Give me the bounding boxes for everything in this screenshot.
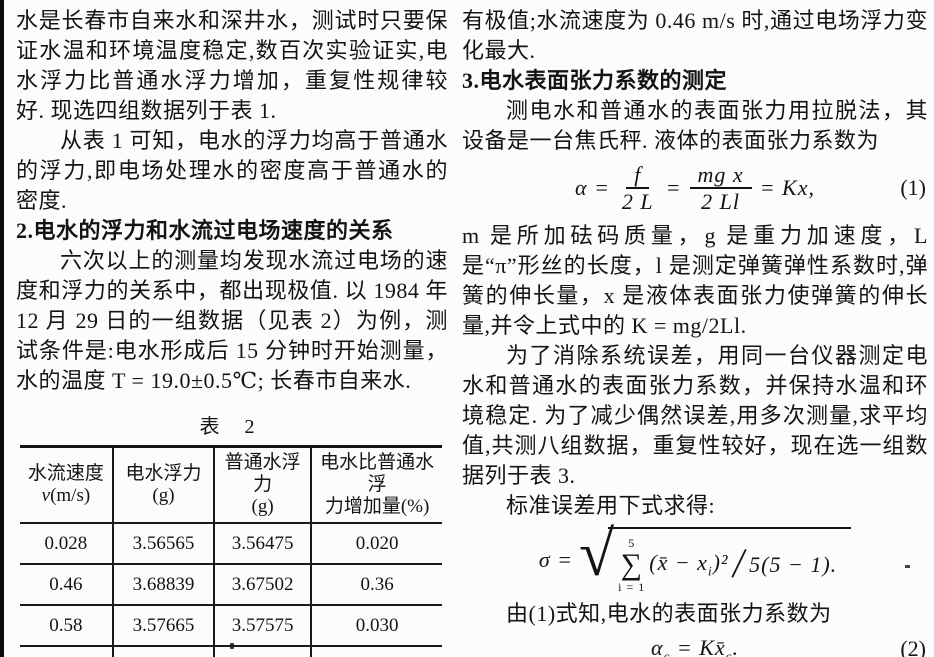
paragraph-water-source: 水是长春市自来水和深井水，测试时只要保证水温和环境温度稳定,数百次实验证实,电水… <box>16 8 448 123</box>
scan-speck <box>905 565 910 568</box>
header-unit: (g) <box>251 496 274 517</box>
eq2-subscript-c: c <box>725 647 733 657</box>
header-text: 电水浮力 <box>125 463 202 484</box>
sum-sign: ∑ <box>620 547 643 581</box>
fraction-numerator: mg x <box>689 162 752 190</box>
cell-nw-buoyancy: 3.56475 <box>213 522 312 564</box>
paragraph-eq1-reference: 由(1)式知,电水的表面张力系数为 <box>506 600 832 626</box>
header-text: 水流速度 <box>27 463 104 484</box>
fraction-numerator: f <box>626 162 650 190</box>
eq2-alpha: α <box>651 634 664 657</box>
radical-sign: √ <box>579 517 616 589</box>
sum-lower-limit: i = 1 <box>618 579 646 594</box>
left-column: 水是长春市自来水和深井水，测试时只要保证水温和环境温度稳定,数百次实验证实,电水… <box>16 6 448 657</box>
paragraph-symbol-definitions: m 是所加砝码质量，g 是重力加速度，L 是“π”形丝的长度，l 是测定弹簧弹性… <box>462 222 928 338</box>
header-text: 电水比普通水浮 <box>320 452 435 495</box>
sigma-lhs: σ = <box>538 546 574 572</box>
eq2-expression: αc = Kx̄c. <box>651 635 739 657</box>
cell-ew-buoyancy: 3.68839 <box>111 563 215 605</box>
header-variable: v <box>41 485 51 506</box>
eq1-fraction-2: mg x 2 Ll <box>689 162 752 215</box>
cell-nw-buoyancy: 3.67502 <box>213 563 312 605</box>
term-close: )² <box>712 549 729 575</box>
paragraph-standard-error-intro: 标准误差用下式求得: <box>506 492 716 518</box>
equation-1-number: (1) <box>900 175 926 201</box>
cell-ew-buoyancy: 3.57492 <box>111 645 215 657</box>
header-text: 力增加量(%) <box>324 496 430 517</box>
scan-edge-artifact <box>0 0 4 657</box>
eq1-rhs: = Kx, <box>759 175 815 201</box>
cell-ew-buoyancy: 3.56565 <box>111 522 215 564</box>
header-unit: (g) <box>152 485 175 506</box>
cell-ew-buoyancy: 3.57665 <box>111 604 215 646</box>
division-slash: / <box>729 540 749 587</box>
cell-increase: 0.36 <box>310 563 442 605</box>
header-electric-water-buoyancy: 电水浮力 (g) <box>111 446 215 524</box>
sigma-denominator: 5(5 − 1). <box>749 551 838 577</box>
paragraph-table1-conclusion: 从表 1 可知，电水的浮力均高于普通水的浮力,即电场处理水的密度高于普通水的密度… <box>16 128 448 213</box>
equation-2: αc = Kx̄c. (2) <box>462 635 928 657</box>
section-heading-3: 3.电水表面张力系数的测定 <box>462 68 728 93</box>
cell-velocity: 0.46 <box>20 563 113 605</box>
table-row: 0.46 3.68839 3.67502 0.36 <box>20 563 442 605</box>
table-header-row: 水流速度 v(m/s) 电水浮力 (g) 普通水浮力 (g) 电水比普通水浮 力… <box>20 446 442 524</box>
header-flow-velocity: 水流速度 v(m/s) <box>20 446 113 524</box>
sigma-term: (x̄ − xi)² <box>649 550 728 579</box>
eq1-lhs: α <box>575 175 588 201</box>
summation: 5 ∑ i = 1 <box>618 537 645 593</box>
radical: √ 5 ∑ i = 1 (x̄ − xi)² / 5(5 − 1). <box>579 517 852 593</box>
header-unit: (m/s) <box>50 485 91 506</box>
term-open: (x̄ − x <box>649 549 708 575</box>
eq2-subscript-c: c <box>663 647 671 657</box>
table-row: 0.58 3.57665 3.57575 0.030 <box>20 604 442 646</box>
equation-sigma: σ = √ 5 ∑ i = 1 (x̄ − xi)² / 5(5 − 1). <box>462 517 928 593</box>
cell-increase: 0.020 <box>310 522 442 564</box>
table-row: 0.028 3.56565 3.56475 0.020 <box>20 522 442 564</box>
radicand: 5 ∑ i = 1 (x̄ − xi)² / 5(5 − 1). <box>608 526 852 593</box>
paragraph-extreme-value: 有极值;水流速度为 0.46 m/s 时,通过电场浮力变化最大. <box>462 8 928 63</box>
right-column: 有极值;水流速度为 0.46 m/s 时,通过电场浮力变化最大. 3.电水表面张… <box>462 6 928 657</box>
paragraph-measurement-conditions: 六次以上的测量均发现水流过电场的速度和浮力的关系中，都出现极值. 以 1984 … <box>16 248 448 393</box>
paragraph-error-elimination: 为了消除系统误差，用同一台仪器测定电水和普通水的表面张力系数，并保持水温和环境稳… <box>462 342 928 488</box>
eq2-rhs: = Kx̄ <box>670 634 726 657</box>
equation-1: α = f 2 L = mg x 2 Ll = Kx, (1) <box>462 162 928 215</box>
equation-2-number: (2) <box>900 636 926 657</box>
header-text: 普通水浮力 <box>224 452 301 495</box>
section-heading-2: 2.电水的浮力和水流过电场速度的关系 <box>16 218 394 243</box>
cell-velocity: 0.70 <box>20 645 113 657</box>
eq1-fraction-1: f 2 L <box>618 162 658 215</box>
table-2-caption: 表 2 <box>199 416 265 438</box>
paragraph-pull-off-method: 测电水和普通水的表面张力用拉脱法，其设备是一台焦氏秤. 液体的表面张力系数为 <box>462 98 928 153</box>
cell-velocity: 0.028 <box>20 522 113 564</box>
cell-nw-buoyancy: 3.57575 <box>213 604 312 646</box>
fraction-denominator: 2 Ll <box>701 189 741 215</box>
header-normal-water-buoyancy: 普通水浮力 (g) <box>213 446 312 524</box>
cell-nw-buoyancy: 3.57414 <box>213 645 312 657</box>
table-row: 0.70 3.57492 3.57414 0.020 <box>20 645 442 657</box>
cell-increase: 0.020 <box>310 645 442 657</box>
sum-upper-limit: 5 <box>628 535 636 550</box>
cell-velocity: 0.58 <box>20 604 113 646</box>
table-2: 水流速度 v(m/s) 电水浮力 (g) 普通水浮力 (g) 电水比普通水浮 力… <box>20 445 442 657</box>
fraction-denominator: 2 L <box>621 189 654 215</box>
eq1-equals: = <box>665 175 682 201</box>
eq2-period: . <box>732 634 739 657</box>
eq1-equals: = <box>594 175 610 201</box>
term-subscript: i <box>707 563 713 579</box>
cell-increase: 0.030 <box>310 604 442 646</box>
header-buoyancy-increase: 电水比普通水浮 力增加量(%) <box>310 446 442 524</box>
